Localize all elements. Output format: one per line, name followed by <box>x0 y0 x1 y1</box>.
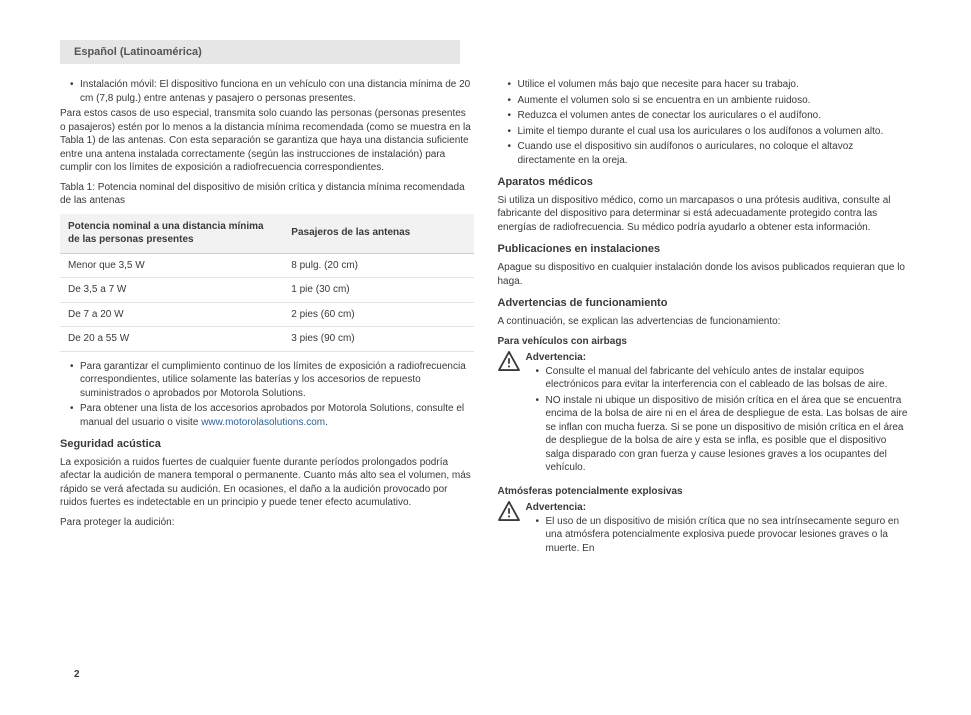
acoustic-lead: Para proteger la audición: <box>60 516 474 530</box>
table-row: De 7 a 20 W2 pies (60 cm) <box>60 302 474 327</box>
list-item: Para garantizar el cumplimiento continuo… <box>70 360 474 401</box>
acoustic-safety-title: Seguridad acústica <box>60 437 474 452</box>
table-cell: De 20 a 55 W <box>60 327 283 352</box>
table-row: Menor que 3,5 W8 pulg. (20 cm) <box>60 253 474 278</box>
list-item: Aumente el volumen solo si se encuentra … <box>508 94 912 108</box>
warning-label: Advertencia: <box>526 351 912 365</box>
hearing-tips-list: Utilice el volumen más bajo que necesite… <box>498 78 912 167</box>
accessories-text-post: . <box>325 417 328 428</box>
airbag-warning-block: Advertencia: Consulte el manual del fabr… <box>498 351 912 477</box>
explosive-warning-block: Advertencia: El uso de un dispositivo de… <box>498 501 912 557</box>
list-item: Instalación móvil: El dispositivo funcio… <box>70 78 474 105</box>
mobile-install-list: Instalación móvil: El dispositivo funcio… <box>60 78 474 105</box>
table-cell: De 7 a 20 W <box>60 302 283 327</box>
list-item: Consulte el manual del fabricante del ve… <box>536 365 912 392</box>
table-cell: 1 pie (30 cm) <box>283 278 473 303</box>
list-item: Utilice el volumen más bajo que necesite… <box>508 78 912 92</box>
table-cell: 8 pulg. (20 cm) <box>283 253 473 278</box>
facility-paragraph: Apague su dispositivo en cualquier insta… <box>498 261 912 288</box>
facility-postings-title: Publicaciones en instalaciones <box>498 242 912 257</box>
table-cell: Menor que 3,5 W <box>60 253 283 278</box>
compliance-list: Para garantizar el cumplimiento continuo… <box>60 360 474 430</box>
language-header: Español (Latinoamérica) <box>60 40 460 64</box>
right-column: Utilice el volumen más bajo que necesite… <box>498 78 912 565</box>
table-row: De 3,5 a 7 W1 pie (30 cm) <box>60 278 474 303</box>
warning-label: Advertencia: <box>526 501 912 515</box>
list-item: Limite el tiempo durante el cual usa los… <box>508 125 912 139</box>
medical-paragraph: Si utiliza un dispositivo médico, como u… <box>498 194 912 235</box>
acoustic-paragraph: La exposición a ruidos fuertes de cualqu… <box>60 456 474 510</box>
table-cell: De 3,5 a 7 W <box>60 278 283 303</box>
airbag-bullets: Consulte el manual del fabricante del ve… <box>526 365 912 475</box>
table-row: De 20 a 55 W3 pies (90 cm) <box>60 327 474 352</box>
list-item: NO instale ni ubique un dispositivo de m… <box>536 394 912 475</box>
table-caption: Tabla 1: Potencia nominal del dispositiv… <box>60 181 474 208</box>
list-item: Para obtener una lista de los accesorios… <box>70 402 474 429</box>
explosive-bullets: El uso de un dispositivo de misión críti… <box>526 515 912 556</box>
content-columns: Instalación móvil: El dispositivo funcio… <box>60 78 911 565</box>
page-number: 2 <box>74 669 80 680</box>
list-item: Cuando use el dispositivo sin audífonos … <box>508 140 912 167</box>
airbag-warning-text: Advertencia: Consulte el manual del fabr… <box>526 351 912 477</box>
warning-icon <box>498 501 520 521</box>
table-cell: 3 pies (90 cm) <box>283 327 473 352</box>
table-header: Pasajeros de las antenas <box>283 214 473 254</box>
explosive-warning-text: Advertencia: El uso de un dispositivo de… <box>526 501 912 557</box>
motorola-link[interactable]: www.motorolasolutions.com <box>201 417 325 428</box>
list-item: El uso de un dispositivo de misión críti… <box>536 515 912 556</box>
list-item: Reduzca el volumen antes de conectar los… <box>508 109 912 123</box>
table-header: Potencia nominal a una distancia mínima … <box>60 214 283 254</box>
airbag-title: Para vehículos con airbags <box>498 335 912 349</box>
power-distance-table: Potencia nominal a una distancia mínima … <box>60 214 474 352</box>
table-cell: 2 pies (60 cm) <box>283 302 473 327</box>
operational-lead: A continuación, se explican las adverten… <box>498 315 912 329</box>
left-column: Instalación móvil: El dispositivo funcio… <box>60 78 474 565</box>
explosive-atmospheres-title: Atmósferas potencialmente explosivas <box>498 485 912 499</box>
warning-icon <box>498 351 520 371</box>
operational-warnings-title: Advertencias de funcionamiento <box>498 296 912 311</box>
medical-devices-title: Aparatos médicos <box>498 175 912 190</box>
special-use-paragraph: Para estos casos de uso especial, transm… <box>60 107 474 175</box>
